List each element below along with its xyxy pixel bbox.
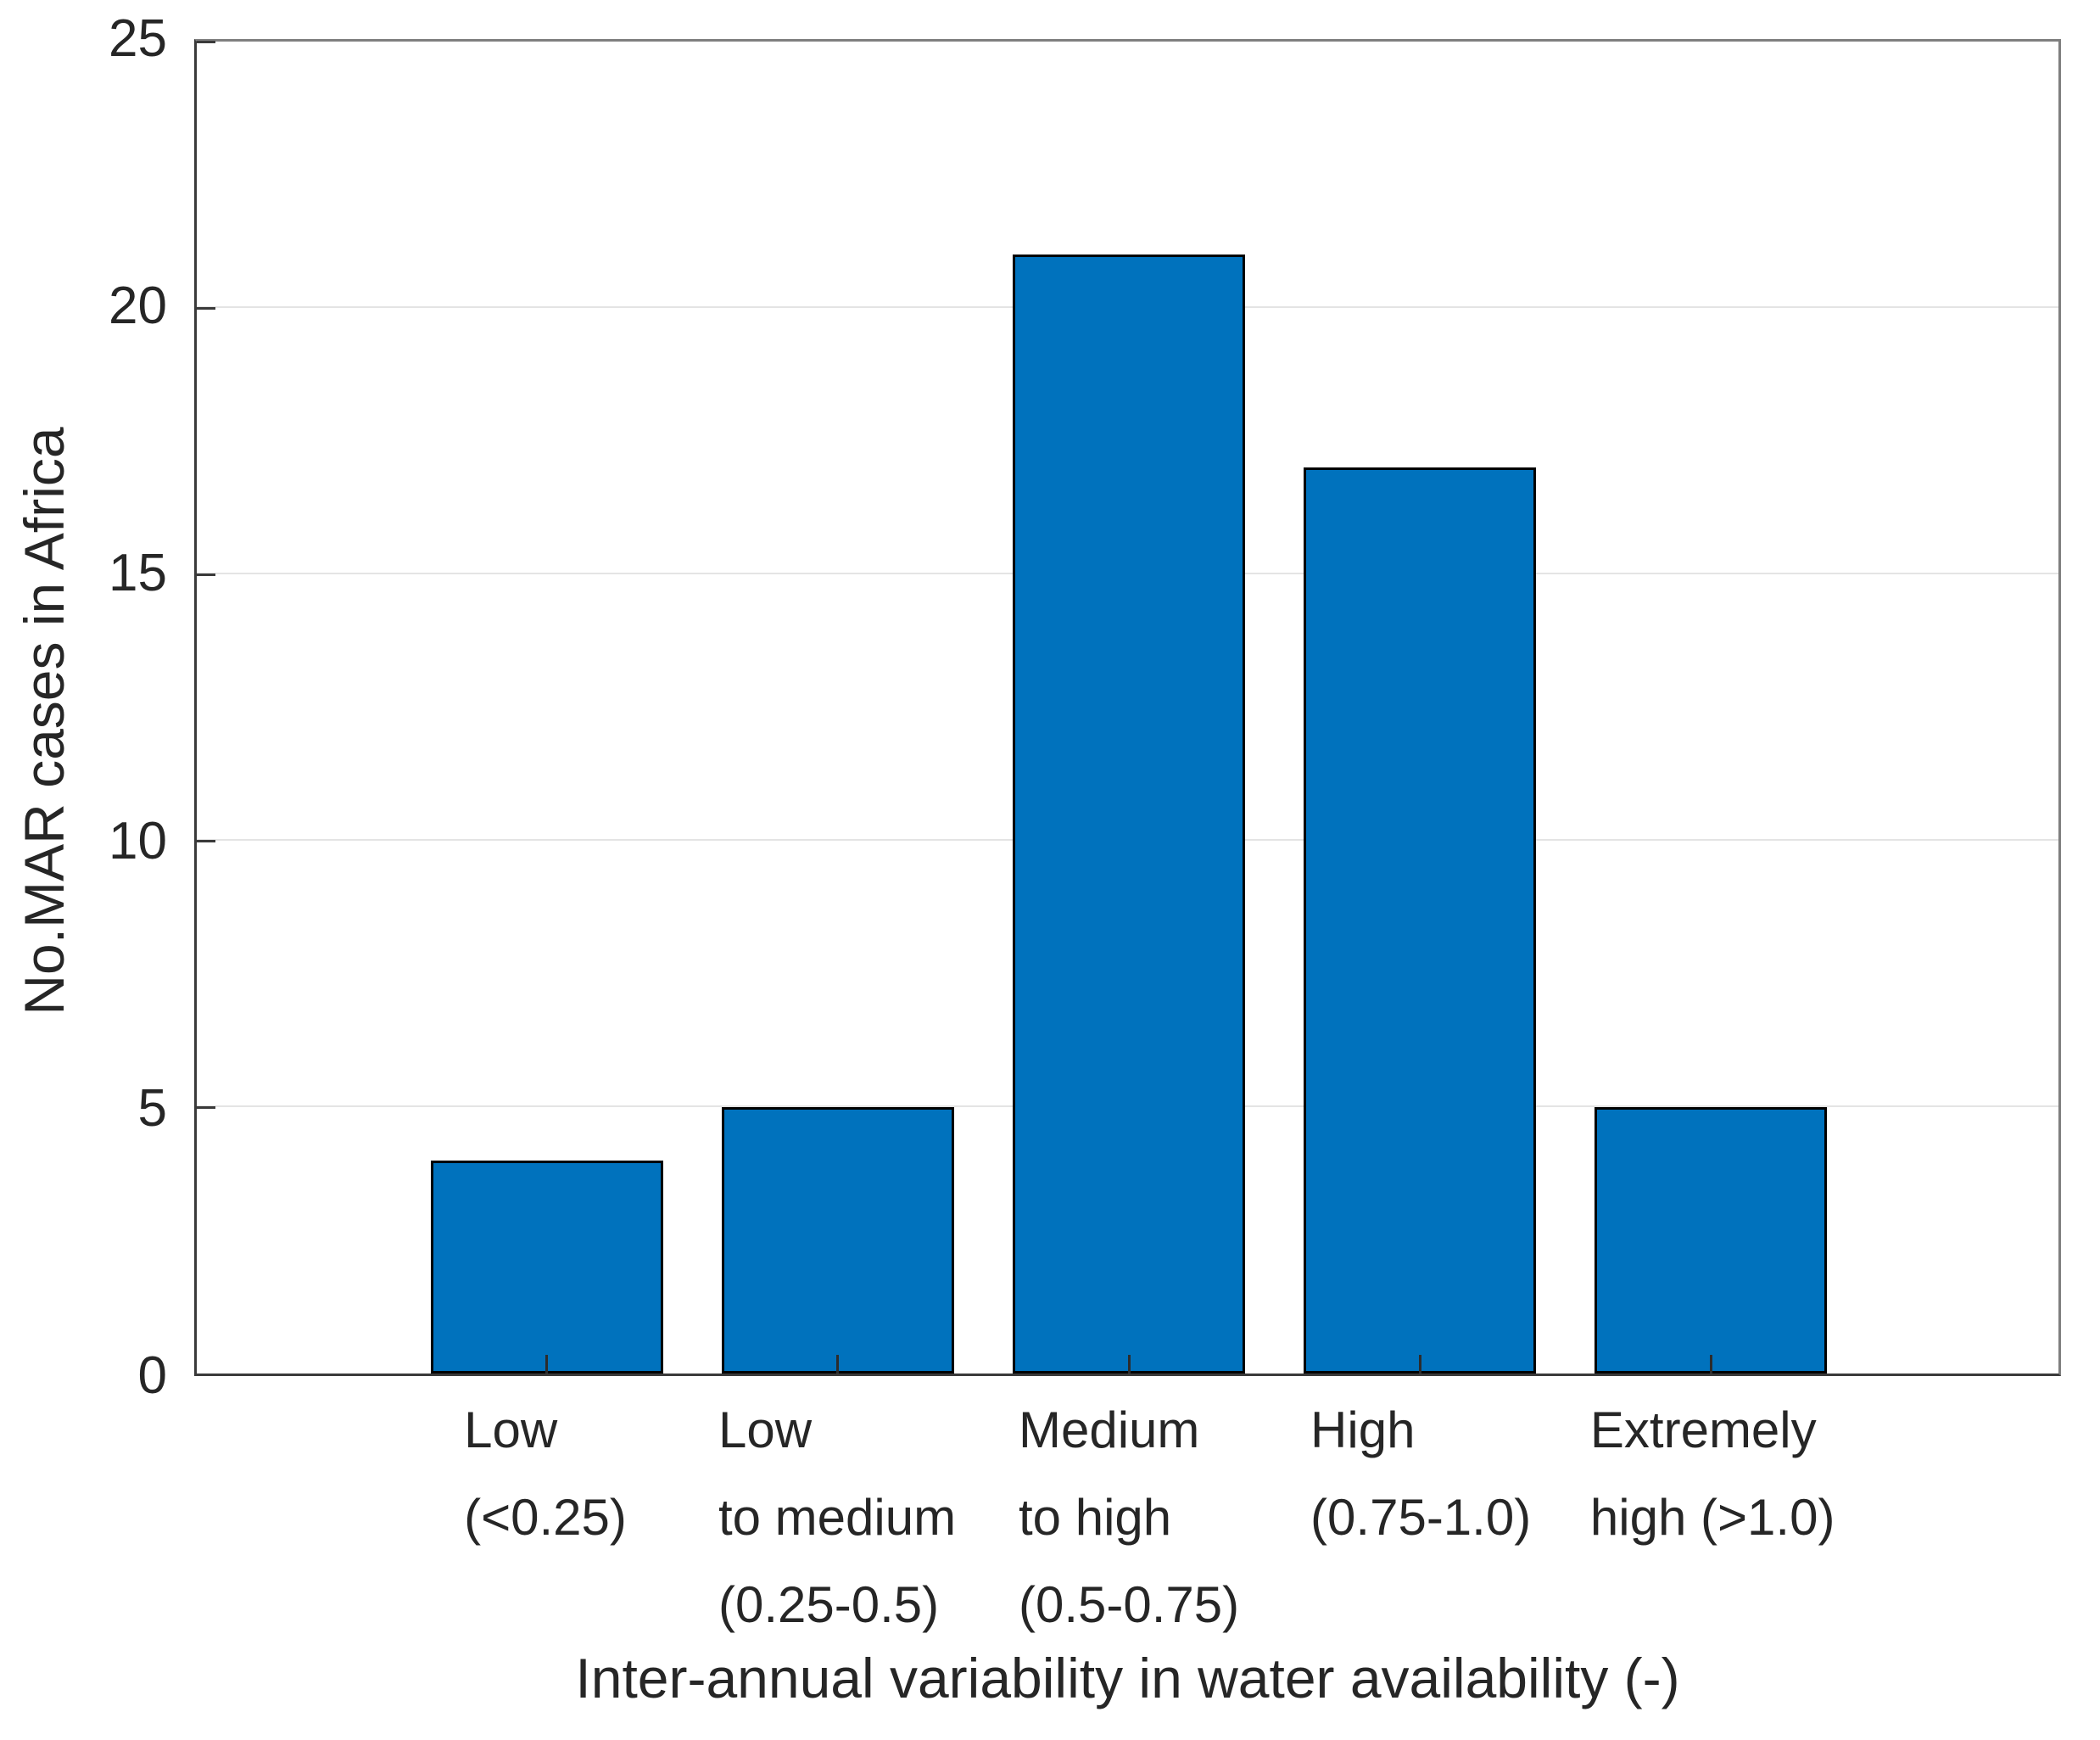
y-tick-label-20: 20: [109, 277, 167, 336]
x-category-label-line: (0.25-0.5): [718, 1576, 940, 1633]
bar-5: [1595, 1107, 1828, 1374]
x-category-label-line: Medium: [1019, 1402, 1200, 1458]
x-category-label-line: Low: [464, 1402, 558, 1458]
y-tick-10: [197, 840, 215, 842]
y-axis-title: No.MAR cases in Africa: [13, 427, 75, 1015]
x-category-label-line: (<0.25): [464, 1489, 627, 1546]
bar-2: [721, 1107, 955, 1374]
y-tick-label-0: 0: [137, 1346, 167, 1405]
x-tick-5: [1709, 1355, 1712, 1374]
x-category-label-line: to high: [1019, 1489, 1172, 1546]
y-tick-5: [197, 1106, 215, 1109]
x-category-label-line: (0.75-1.0): [1310, 1489, 1532, 1546]
y-tick-label-5: 5: [137, 1078, 167, 1138]
plot-area: [194, 39, 2061, 1376]
bar-3: [1012, 255, 1246, 1374]
x-category-label-4: High (0.75-1.0): [1310, 1386, 1531, 1561]
y-tick-label-15: 15: [109, 544, 167, 603]
x-category-label-3: Medium to high (0.5-0.75): [1019, 1386, 1239, 1648]
bar-4: [1304, 467, 1537, 1374]
x-category-label-1: Low (<0.25): [464, 1386, 627, 1561]
x-tick-3: [1127, 1355, 1131, 1374]
x-category-label-line: high (>1.0): [1589, 1489, 1835, 1546]
x-category-label-2: Low to medium (0.25-0.5): [718, 1386, 956, 1648]
x-category-label-5: Extremely high (>1.0): [1590, 1386, 1835, 1561]
x-category-label-line: (0.5-0.75): [1019, 1576, 1240, 1633]
bar-1: [430, 1160, 663, 1374]
y-tick-label-10: 10: [109, 811, 167, 870]
x-category-label-line: Low: [718, 1402, 813, 1458]
y-tick-15: [197, 573, 215, 576]
y-tick-label-25: 25: [109, 9, 167, 68]
x-axis-title: Inter-annual variability in water availa…: [575, 1647, 1680, 1709]
y-tick-20: [197, 307, 215, 310]
x-tick-4: [1418, 1355, 1421, 1374]
x-category-label-line: to medium: [718, 1489, 957, 1546]
x-category-label-line: High: [1310, 1402, 1416, 1458]
x-category-label-line: Extremely: [1589, 1402, 1817, 1458]
x-tick-2: [836, 1355, 840, 1374]
x-tick-1: [545, 1355, 549, 1374]
y-tick-25: [197, 41, 215, 43]
